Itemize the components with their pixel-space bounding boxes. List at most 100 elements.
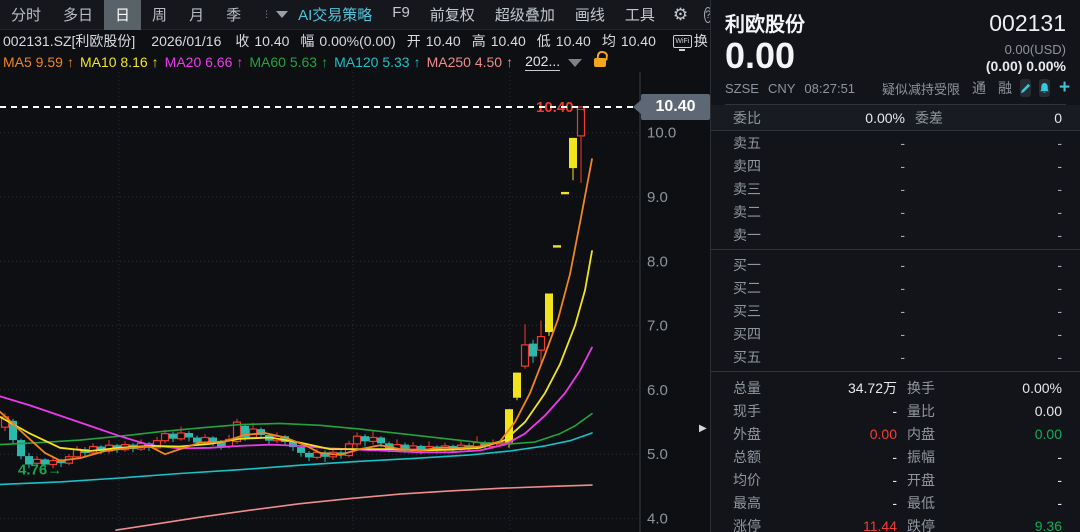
ask-levels: 卖五 - - 卖四 - - 卖三 - - 卖二 - - 卖一 - - — [711, 131, 1080, 246]
stat-row: 最高 - 最低 - — [711, 491, 1080, 514]
stat-value: - — [892, 471, 897, 488]
margin-badge-rong: 融 — [998, 80, 1013, 96]
bid-row[interactable]: 买二 - - — [711, 276, 1080, 299]
toolbar-button[interactable]: 工具 — [624, 7, 655, 24]
ohlc-field: 均 10.40 — [601, 33, 656, 49]
level-price: - — [900, 325, 905, 342]
svg-text:9.0: 9.0 — [647, 189, 668, 206]
level-price: - — [900, 134, 905, 151]
weibi-label: 委比 — [733, 109, 761, 126]
alert-bell-icon[interactable] — [1039, 79, 1051, 97]
bid-row[interactable]: 买五 - - — [711, 345, 1080, 368]
more-periods-icon[interactable]: ⋮ — [262, 9, 271, 19]
stat-label: 现手 — [733, 402, 761, 419]
level-price: - — [900, 279, 905, 296]
bid-row[interactable]: 买三 - - — [711, 299, 1080, 322]
help-icon[interactable]: ? — [704, 6, 710, 23]
stat-value: 0.00% — [1022, 379, 1062, 396]
stat-row: 外盘 0.00 内盘 0.00 — [711, 422, 1080, 445]
period-tabs: 分时 多日日周 月 季 — [0, 0, 252, 30]
ask-row[interactable]: 卖一 - - — [711, 223, 1080, 246]
ma-legend-row: MA5 9.59 ↑ MA10 8.16 ↑ MA20 6.66 ↑ MA60 5.63 ↑ M… — [0, 52, 710, 72]
level-price: - — [900, 256, 905, 273]
period-tab[interactable]: 日 — [104, 0, 142, 30]
edit-icon[interactable] — [1020, 79, 1032, 97]
toolbar-buttons: F9 前复权 超级叠加 画线 工具 — [382, 4, 665, 25]
clipped-label: 换 — [693, 33, 708, 49]
period-tab[interactable]: 分时 — [11, 7, 42, 24]
quote-panel: 利欧股份 002131 0.00 0.00(USD) (0.00) 0.00% … — [710, 0, 1080, 532]
stat-value: - — [1057, 494, 1062, 511]
level-volume: - — [1057, 348, 1062, 365]
stat-label: 最低 — [907, 494, 935, 511]
usd-price: 0.00(USD) — [1004, 42, 1066, 57]
level-price: - — [900, 203, 905, 220]
period-tab[interactable]: 周 — [152, 7, 168, 24]
stat-label: 涨停 — [733, 517, 761, 532]
chevron-down-icon[interactable] — [276, 11, 289, 18]
toolbar-button[interactable]: 超级叠加 — [494, 7, 555, 24]
stat-value: 0.00 — [1034, 425, 1062, 442]
period-tab[interactable]: 季 — [226, 7, 242, 24]
svg-text:7.0: 7.0 — [647, 318, 668, 335]
ma-legend-item: MA10 8.16 ↑ — [79, 54, 159, 70]
toolbar-button[interactable]: 画线 — [574, 7, 605, 24]
stat-value: - — [1057, 471, 1062, 488]
unlock-icon[interactable] — [594, 57, 607, 67]
divider — [711, 371, 1080, 372]
toolbar-button[interactable]: 前复权 — [429, 7, 475, 24]
stat-row: 现手 - 量比 0.00 — [711, 399, 1080, 422]
ma-legend-items: MA5 9.59 ↑ MA10 8.16 ↑ MA20 6.66 ↑ MA60 5.63 ↑ M… — [3, 54, 519, 70]
period-selector[interactable]: 202... — [525, 53, 561, 71]
screencast-icon[interactable]: WiFi — [672, 34, 692, 51]
level-label: 卖四 — [733, 157, 761, 174]
ask-row[interactable]: 卖五 - - — [711, 131, 1080, 154]
svg-text:5.0: 5.0 — [647, 446, 668, 463]
level-volume: - — [1057, 157, 1062, 174]
last-price-badge: 10.40 — [633, 94, 710, 120]
ask-row[interactable]: 卖四 - - — [711, 154, 1080, 177]
divider — [711, 249, 1080, 250]
level-label: 买五 — [733, 348, 761, 365]
svg-text:4.0: 4.0 — [647, 511, 668, 528]
ma-legend-item: MA20 6.66 ↑ — [164, 54, 244, 70]
holder-restriction-tag: 疑似减持受限 — [882, 81, 961, 97]
ai-strategy-button[interactable]: AI交易策略 — [298, 7, 373, 24]
level-volume: - — [1057, 203, 1062, 220]
panel-collapse-handle[interactable]: ▶ — [699, 423, 707, 434]
stat-value: 0.00 — [1034, 402, 1062, 419]
ma-legend-item: MA120 5.33 ↑ — [334, 54, 421, 70]
stock-name: 利欧股份 — [725, 14, 805, 36]
svg-text:4.76→: 4.76→ — [18, 462, 62, 479]
stat-label: 振幅 — [907, 448, 935, 465]
chevron-down-icon[interactable] — [568, 59, 583, 67]
bid-row[interactable]: 买四 - - — [711, 322, 1080, 345]
add-watchlist-icon[interactable]: + — [1059, 77, 1071, 98]
ask-row[interactable]: 卖二 - - — [711, 200, 1080, 223]
gear-icon[interactable]: ⚙ — [672, 4, 689, 24]
price-change: (0.00) 0.00% — [985, 58, 1066, 74]
divider — [725, 104, 1066, 105]
stock-code: 002131 — [989, 10, 1066, 36]
symbol-label: 002131.SZ[利欧股份] — [3, 33, 136, 49]
ask-row[interactable]: 卖三 - - — [711, 177, 1080, 200]
stat-value: - — [892, 448, 897, 465]
currency-label: CNY — [767, 80, 796, 96]
stat-value: - — [892, 494, 897, 511]
ohlc-field: 低 10.40 — [536, 33, 591, 49]
level-price: - — [900, 302, 905, 319]
stat-value: - — [1057, 448, 1062, 465]
candlestick-chart[interactable]: 10.09.08.07.06.05.04.010.40→4.76→ — [0, 72, 710, 532]
toolbar-button[interactable]: F9 — [392, 4, 410, 21]
period-tab[interactable]: 月 — [189, 7, 205, 24]
bid-row[interactable]: 买一 - - — [711, 253, 1080, 276]
date-label: 2026/01/16 — [151, 33, 222, 49]
ohlc-field: 高 10.40 — [471, 33, 526, 49]
level-label: 卖五 — [733, 134, 761, 151]
ma-legend-item: MA250 4.50 ↑ — [426, 54, 514, 70]
level-volume: - — [1057, 279, 1062, 296]
period-tab[interactable]: 多日 — [63, 7, 94, 24]
stat-row: 涨停 11.44 跌停 9.36 — [711, 514, 1080, 532]
